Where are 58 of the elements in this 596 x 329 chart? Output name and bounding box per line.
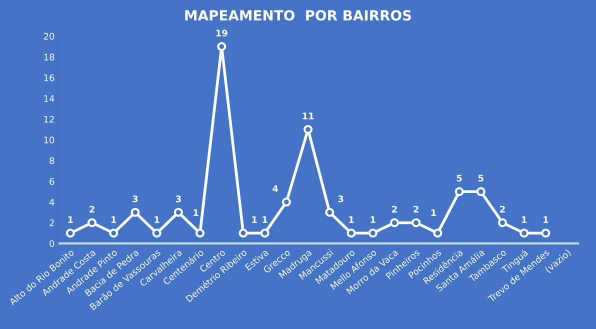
- y-tick-label: 12: [44, 116, 54, 123]
- y-tick-label: 6: [50, 178, 54, 185]
- data-label: 1: [522, 216, 527, 223]
- point: [346, 228, 356, 238]
- y-tick-label: 16: [44, 74, 54, 82]
- point: [174, 208, 183, 217]
- point: [87, 218, 97, 228]
- point: [66, 228, 75, 238]
- point: [282, 197, 291, 207]
- data-label: 3: [132, 195, 138, 202]
- data-label: 1: [111, 216, 116, 223]
- point: [152, 228, 162, 238]
- point: [325, 208, 334, 217]
- data-label: 1: [370, 216, 376, 223]
- point: [412, 218, 421, 228]
- point: [130, 208, 140, 217]
- data-label: 1: [194, 209, 198, 216]
- point: [109, 228, 118, 238]
- data-label: 19: [216, 30, 228, 36]
- data-label: 11: [302, 112, 314, 120]
- point: [260, 228, 270, 238]
- data-label: 2: [90, 206, 94, 213]
- data-label: 2: [392, 206, 397, 213]
- data-label: 1: [349, 216, 354, 223]
- y-tick-label: 10: [44, 136, 54, 144]
- point: [217, 42, 226, 52]
- point: [390, 218, 399, 228]
- data-label: 5: [478, 174, 484, 182]
- y-tick-label: 8: [50, 157, 54, 164]
- point: [196, 228, 205, 238]
- y-tick-label: 14: [44, 95, 54, 102]
- point: [304, 124, 313, 134]
- data-label: 5: [456, 174, 462, 182]
- data-label: 1: [252, 216, 257, 223]
- data-label: 3: [176, 195, 181, 202]
- data-label: 3: [338, 195, 344, 202]
- point: [541, 228, 550, 238]
- point: [433, 228, 442, 238]
- data-label: 2: [500, 206, 505, 213]
- data-label: 1: [544, 216, 548, 223]
- data-label: 1: [262, 216, 268, 223]
- point: [520, 228, 529, 238]
- point: [238, 228, 248, 238]
- y-tick-label: 4: [49, 198, 54, 206]
- data-label: 1: [431, 209, 436, 216]
- y-tick-label: 2: [50, 219, 54, 226]
- data-label: 4: [272, 185, 278, 192]
- point: [454, 187, 464, 196]
- y-tick-label: 20: [44, 32, 54, 40]
- point: [368, 228, 378, 238]
- data-label: 1: [68, 216, 73, 223]
- point: [476, 187, 486, 196]
- chart-title: MAPEAMENTO POR BAIRROS: [185, 10, 412, 21]
- data-label: 2: [414, 206, 418, 213]
- y-tick-label: 18: [44, 54, 54, 60]
- data-label: 1: [154, 216, 160, 223]
- y-tick-label: 0: [50, 240, 54, 248]
- point: [498, 218, 508, 228]
